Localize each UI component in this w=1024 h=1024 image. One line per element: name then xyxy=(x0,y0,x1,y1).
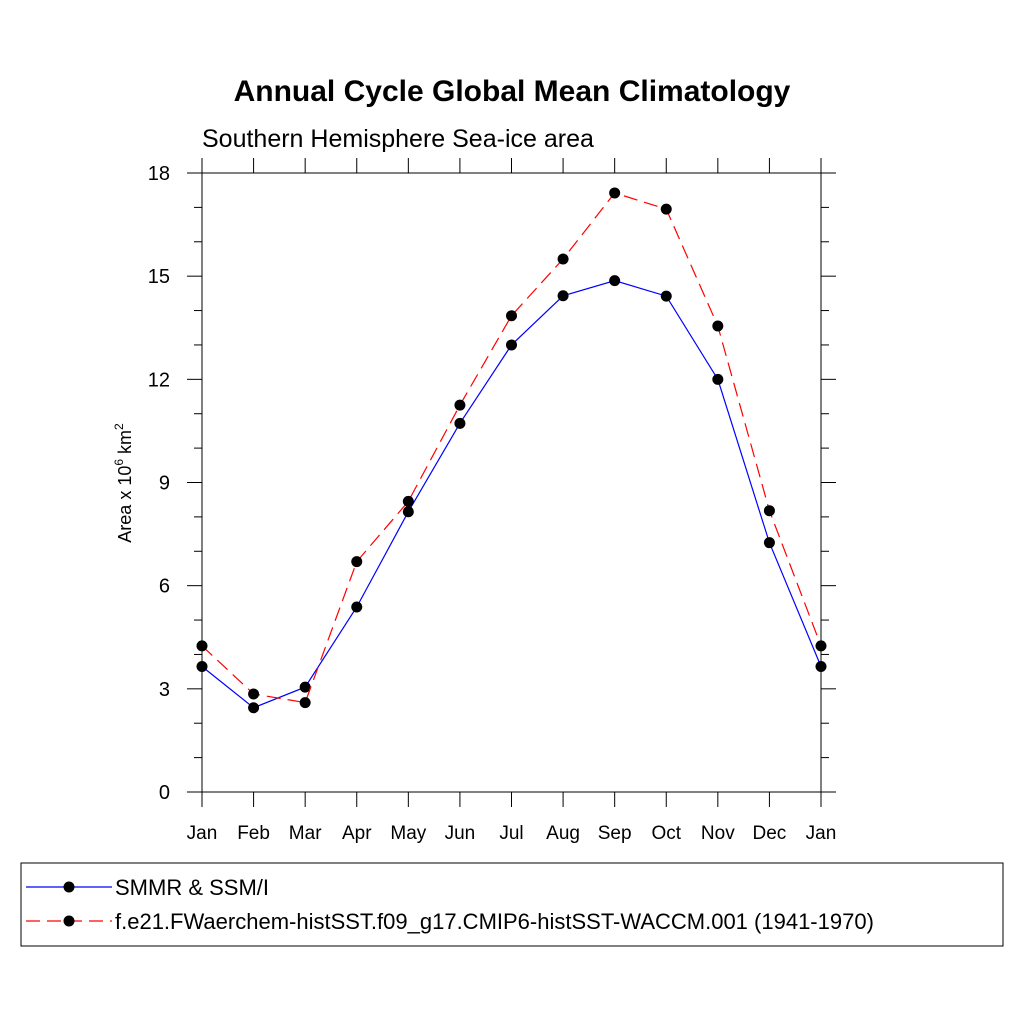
series-0-point xyxy=(506,339,517,351)
series-1-point xyxy=(299,697,311,709)
x-tick-label: Apr xyxy=(342,823,372,844)
series-1-point xyxy=(609,187,621,199)
chart-title: Annual Cycle Global Mean Climatology xyxy=(234,75,791,108)
x-tick-label: Oct xyxy=(651,823,681,844)
series-0-point xyxy=(196,660,208,672)
series-1-point xyxy=(248,688,260,700)
series-0-point xyxy=(454,417,466,429)
x-tick-label: Sep xyxy=(598,823,632,844)
x-tick-label: Jan xyxy=(187,823,218,844)
y-axis-label: Area x 106 km2 xyxy=(112,423,135,543)
plot-area: Jan Feb Mar Apr May Jun Jul Aug Sep Oct Nov Dec Jan 0… xyxy=(148,158,837,844)
series-1-point xyxy=(815,640,827,652)
y-tick-label: 6 xyxy=(159,576,170,598)
x-tick-label: Jan xyxy=(806,823,837,844)
x-tick-label: Mar xyxy=(289,823,322,844)
series-0-point xyxy=(402,506,414,518)
series-line-1 xyxy=(201,192,822,704)
series-1-point xyxy=(506,310,517,322)
y-tick-label: 18 xyxy=(148,163,170,185)
y-tick-label: 15 xyxy=(148,266,170,288)
x-tick-label: Feb xyxy=(237,823,270,844)
legend-marker-smmr xyxy=(63,881,75,893)
y-tick-label: 0 xyxy=(159,782,170,804)
x-tick-label: Nov xyxy=(701,823,735,844)
series-0-point xyxy=(351,601,363,613)
series-1-point xyxy=(351,556,363,568)
series-0-point xyxy=(763,537,775,549)
series-1-point xyxy=(454,399,466,411)
plot-frame xyxy=(201,172,822,793)
series-1-point xyxy=(660,203,672,215)
series-0-point xyxy=(248,702,260,714)
series-1-point xyxy=(402,495,414,507)
y-tick-label: 12 xyxy=(148,369,170,391)
chart-subtitle: Southern Hemisphere Sea-ice area xyxy=(202,125,594,153)
x-tick-label: Jun xyxy=(445,823,476,844)
series-1-point xyxy=(763,505,775,517)
x-tick-label: May xyxy=(390,823,426,844)
x-tick-label: Dec xyxy=(753,823,787,844)
series-0-point xyxy=(557,290,569,302)
series-0-point xyxy=(299,681,311,693)
legend-label-model: f.e21.FWaerchem-histSST.f09_g17.CMIP6-hi… xyxy=(115,909,874,934)
legend-label-smmr: SMMR & SSM/I xyxy=(115,875,269,900)
series-1-point xyxy=(557,253,569,265)
series-0-point xyxy=(609,275,621,287)
legend-item-model: f.e21.FWaerchem-histSST.f09_g17.CMIP6-hi… xyxy=(26,909,874,934)
series-0-point xyxy=(660,290,672,302)
legend-marker-model xyxy=(63,915,75,927)
y-tick-label: 3 xyxy=(159,679,170,701)
series-1-point xyxy=(196,640,208,652)
x-tick-label: Aug xyxy=(546,823,580,844)
series-1-point xyxy=(712,320,724,332)
series-0-point xyxy=(815,660,827,672)
legend-box xyxy=(20,862,1004,947)
legend-item-smmr: SMMR & SSM/I xyxy=(26,875,269,900)
x-tick-label: Jul xyxy=(499,823,523,844)
series-0-point xyxy=(712,373,724,385)
y-tick-label: 9 xyxy=(159,473,170,495)
